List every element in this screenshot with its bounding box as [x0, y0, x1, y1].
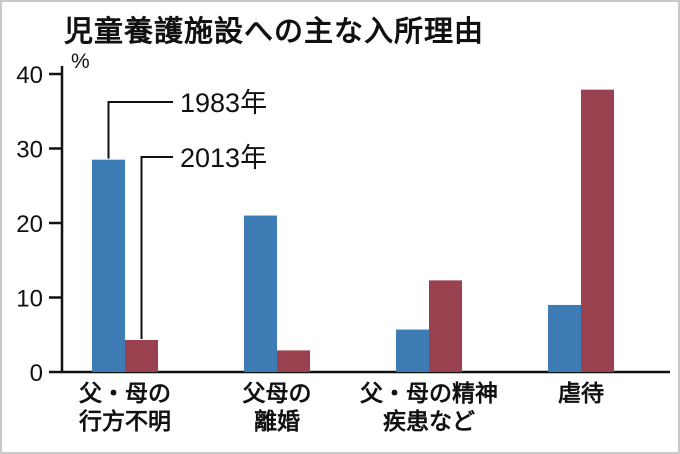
- category-label: 離婚: [254, 408, 300, 434]
- category-label: 虐待: [558, 380, 604, 406]
- bar-1983年-4: [548, 304, 581, 372]
- category-label: 父母の: [243, 380, 312, 406]
- y-tick-label: 10: [16, 286, 43, 313]
- category-label: 父・母の精神: [360, 380, 498, 406]
- bar-1983年-2: [244, 215, 277, 372]
- category-label: 行方不明: [78, 408, 171, 434]
- bar-2013年-4: [581, 89, 614, 373]
- callout-line-1983: [107, 101, 173, 159]
- y-tick-label: 0: [30, 360, 43, 387]
- category-label: 父・母の: [79, 380, 171, 406]
- bar-2013年-1: [125, 339, 158, 372]
- legend-2013-label: 2013年: [180, 143, 267, 173]
- y-tick-label: 40: [16, 62, 43, 89]
- axes: [60, 66, 670, 374]
- y-unit-label: %: [71, 50, 90, 73]
- y-tick-label: 20: [16, 211, 43, 238]
- legend-1983-label: 1983年: [180, 88, 267, 118]
- callout-line-2013: [140, 156, 173, 339]
- bar-1983年-1: [92, 159, 125, 372]
- y-tick-label: 30: [16, 137, 43, 164]
- chart-title: 児童養護施設への主な入所理由: [64, 16, 485, 48]
- bar-2013年-3: [429, 280, 462, 372]
- category-label: 疾患など: [383, 408, 475, 434]
- bar-1983年-3: [396, 329, 429, 372]
- bar-2013年-2: [277, 350, 310, 372]
